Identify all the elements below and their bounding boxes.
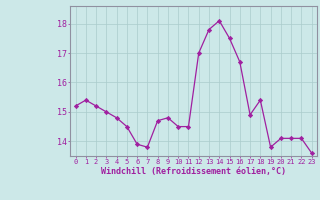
X-axis label: Windchill (Refroidissement éolien,°C): Windchill (Refroidissement éolien,°C) — [101, 167, 286, 176]
